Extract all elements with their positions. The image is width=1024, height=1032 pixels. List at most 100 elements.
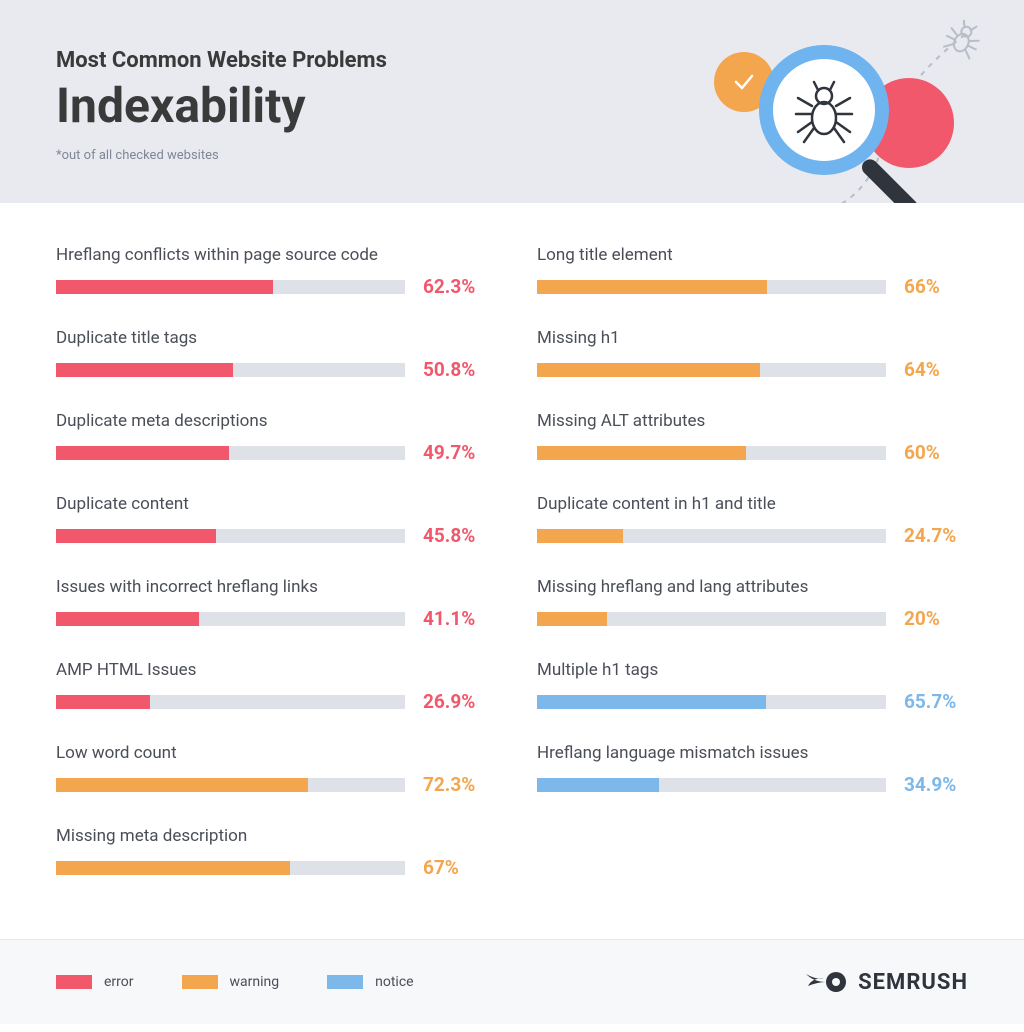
legend-error-label: error (104, 974, 134, 990)
metric-label: Missing meta description (56, 826, 487, 846)
bar-fill (537, 363, 760, 377)
bar-fill (537, 280, 767, 294)
metric-item: Duplicate content 45.8% (56, 494, 487, 547)
legend: error warning notice SEMRUSH (0, 940, 1024, 1024)
bar-track (537, 280, 886, 294)
metric-percent: 49.7% (423, 441, 487, 464)
metric-item: Missing meta description 67% (56, 826, 487, 879)
bar-track (56, 861, 405, 875)
metric-row: 34.9% (537, 773, 968, 796)
metric-row: 60% (537, 441, 968, 464)
metric-item: Missing ALT attributes 60% (537, 411, 968, 464)
bar-track (56, 612, 405, 626)
metric-percent: 72.3% (423, 773, 487, 796)
bar-track (537, 446, 886, 460)
bar-fill (56, 446, 229, 460)
metric-label: Duplicate content in h1 and title (537, 494, 968, 514)
metric-item: Missing hreflang and lang attributes 20% (537, 577, 968, 630)
metric-percent: 50.8% (423, 358, 487, 381)
metric-percent: 65.7% (904, 690, 968, 713)
metric-percent: 26.9% (423, 690, 487, 713)
footer: error warning notice SEMRUSH (0, 939, 1024, 1024)
metric-row: 72.3% (56, 773, 487, 796)
bar-track (537, 695, 886, 709)
metric-label: Missing ALT attributes (537, 411, 968, 431)
metric-item: AMP HTML Issues 26.9% (56, 660, 487, 713)
metric-row: 20% (537, 607, 968, 630)
metric-label: Low word count (56, 743, 487, 763)
magnifier-icon (758, 44, 948, 203)
metric-item: Hreflang language mismatch issues 34.9% (537, 743, 968, 796)
bar-fill (56, 363, 233, 377)
metric-item: Duplicate content in h1 and title 24.7% (537, 494, 968, 547)
metric-percent: 20% (904, 607, 968, 630)
metric-percent: 45.8% (423, 524, 487, 547)
metric-row: 45.8% (56, 524, 487, 547)
notice-swatch-icon (327, 975, 363, 989)
metric-percent: 24.7% (904, 524, 968, 547)
metric-label: Issues with incorrect hreflang links (56, 577, 487, 597)
metric-label: Missing hreflang and lang attributes (537, 577, 968, 597)
metric-row: 24.7% (537, 524, 968, 547)
bar-fill (537, 446, 746, 460)
metric-row: 65.7% (537, 690, 968, 713)
bar-track (537, 778, 886, 792)
bar-track (537, 363, 886, 377)
metric-row: 50.8% (56, 358, 487, 381)
metric-item: Duplicate title tags 50.8% (56, 328, 487, 381)
bar-fill (56, 861, 290, 875)
legend-notice: notice (327, 974, 413, 990)
metric-item: Low word count 72.3% (56, 743, 487, 796)
metric-label: Long title element (537, 245, 968, 265)
legend-warning-label: warning (230, 974, 280, 990)
metric-percent: 60% (904, 441, 968, 464)
bar-fill (537, 778, 659, 792)
metric-row: 26.9% (56, 690, 487, 713)
metric-item: Issues with incorrect hreflang links41.1… (56, 577, 487, 630)
bar-track (56, 529, 405, 543)
metric-label: Multiple h1 tags (537, 660, 968, 680)
legend-error: error (56, 974, 134, 990)
metric-item: Missing h1 64% (537, 328, 968, 381)
metric-percent: 34.9% (904, 773, 968, 796)
bar-track (537, 612, 886, 626)
bar-fill (56, 778, 308, 792)
metric-item: Hreflang conflicts within page source co… (56, 245, 487, 298)
metric-row: 67% (56, 856, 487, 879)
chart-content: Hreflang conflicts within page source co… (0, 203, 1024, 939)
metric-item: Duplicate meta descriptions49.7% (56, 411, 487, 464)
warning-swatch-icon (182, 975, 218, 989)
bar-fill (56, 529, 216, 543)
bar-track (56, 778, 405, 792)
header-graphic (684, 18, 984, 203)
metric-row: 62.3% (56, 275, 487, 298)
bar-track (537, 529, 886, 543)
left-column: Hreflang conflicts within page source co… (56, 245, 487, 909)
metric-percent: 66% (904, 275, 968, 298)
bar-fill (56, 612, 199, 626)
metric-percent: 67% (423, 856, 487, 879)
error-swatch-icon (56, 975, 92, 989)
metric-label: Missing h1 (537, 328, 968, 348)
bar-fill (56, 695, 150, 709)
metric-row: 64% (537, 358, 968, 381)
legend-notice-label: notice (375, 974, 413, 990)
metric-label: Duplicate content (56, 494, 487, 514)
brand-text: SEMRUSH (858, 970, 968, 995)
bar-fill (537, 695, 766, 709)
right-column: Long title element66%Missing h164%Missin… (537, 245, 968, 909)
brand-flame-icon (804, 968, 848, 996)
metric-label: Hreflang conflicts within page source co… (56, 245, 487, 265)
metric-row: 66% (537, 275, 968, 298)
metric-item: Long title element 66% (537, 245, 968, 298)
header: Most Common Website Problems Indexabilit… (0, 0, 1024, 203)
bar-fill (537, 529, 623, 543)
metric-label: Hreflang language mismatch issues (537, 743, 968, 763)
metric-row: 49.7% (56, 441, 487, 464)
bar-fill (537, 612, 607, 626)
bar-track (56, 446, 405, 460)
bar-fill (56, 280, 273, 294)
metric-label: AMP HTML Issues (56, 660, 487, 680)
metric-label: Duplicate title tags (56, 328, 487, 348)
metric-percent: 62.3% (423, 275, 487, 298)
